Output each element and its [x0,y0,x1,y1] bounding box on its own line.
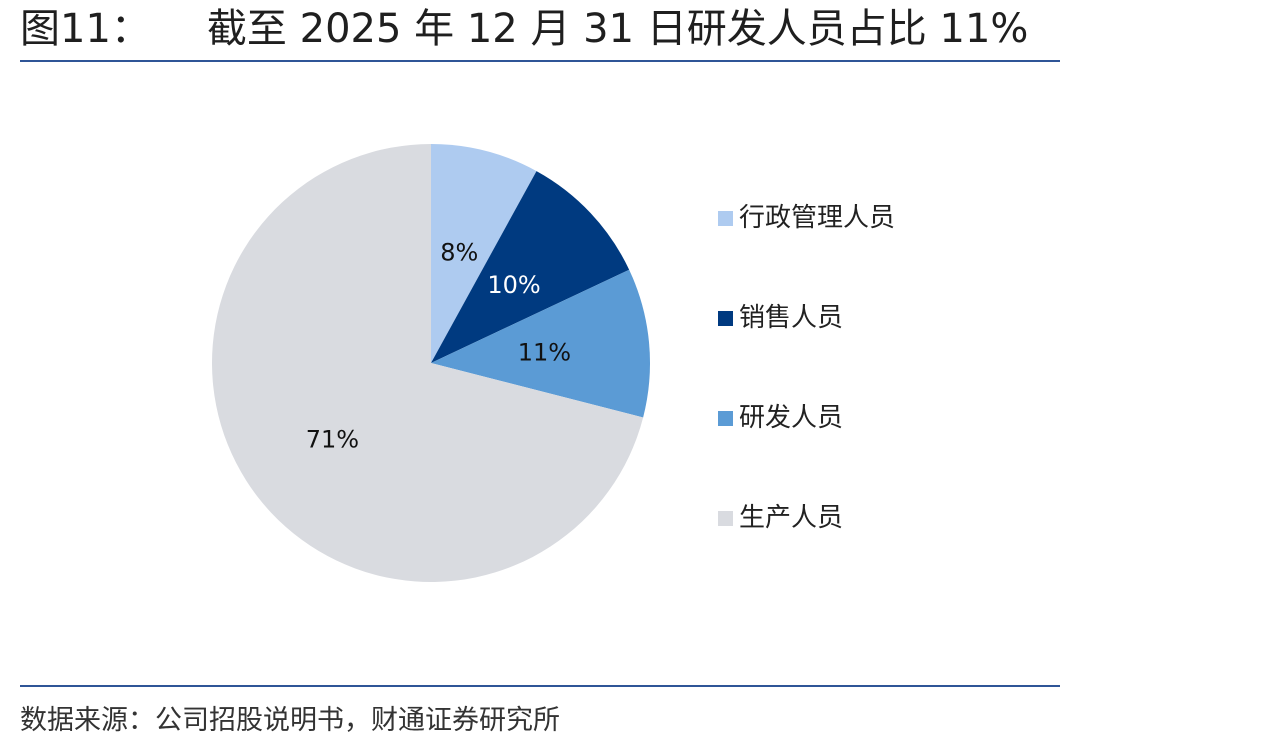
data-source-note: 数据来源：公司招股说明书，财通证券研究所 [20,705,560,736]
figure-number: 图11： [20,6,151,52]
source-divider [20,685,1060,687]
legend-label: 销售人员 [739,303,844,333]
figure-title-text: 截至 2025 年 12 月 31 日研发人员占比 11% [206,6,1029,52]
legend-swatch [718,510,733,526]
pie-slice-3 [211,144,644,583]
legend-label: 生产人员 [739,503,844,533]
legend-item: 销售人员 [718,300,843,336]
slice-data-label: 11% [518,338,571,366]
legend-item: 生产人员 [718,500,843,536]
slice-data-label: 8% [440,239,478,267]
slice-data-label: 10% [487,271,540,299]
slice-data-label: 71% [306,426,359,454]
legend-label: 研发人员 [739,403,844,433]
figure-title: 图11： 截至 2025 年 12 月 31 日研发人员占比 11% [20,4,1060,54]
legend-swatch [718,410,733,426]
pie-slice-1 [431,171,630,363]
legend-swatch [718,210,733,226]
pie-slice-2 [431,269,650,418]
legend-swatch [718,310,733,326]
title-divider [20,60,1060,62]
legend-item: 行政管理人员 [718,200,895,236]
pie-slice-0 [431,144,537,363]
pie-chart: 8% 10% 11% 71% [211,144,650,583]
legend-label: 行政管理人员 [739,203,896,233]
legend-item: 研发人员 [718,400,843,436]
